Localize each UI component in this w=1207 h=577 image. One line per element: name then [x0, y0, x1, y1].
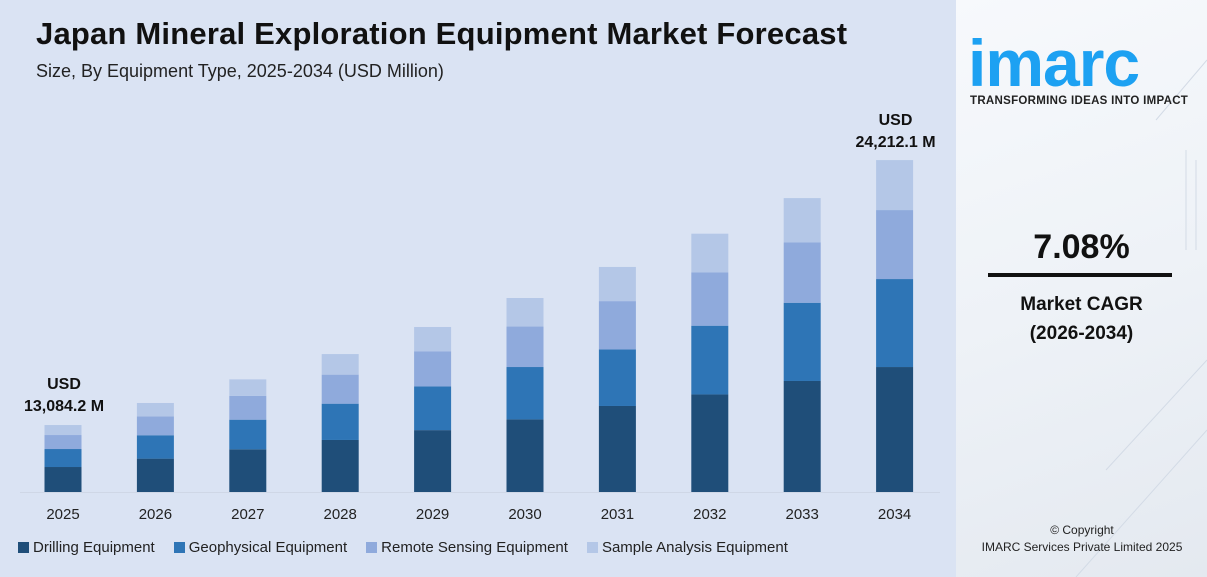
bar-segment-2029-geophysical-equipment [414, 386, 452, 431]
x-tick-label: 2025 [46, 506, 79, 523]
bar-segment-2033-drilling-equipment [783, 380, 821, 492]
legend-item-geophysical: Geophysical Equipment [173, 539, 348, 556]
bar-segment-2028-sample-analysis-equipment [321, 354, 359, 375]
bar-segment-2025-drilling-equipment [44, 467, 82, 492]
bar-segment-2025-geophysical-equipment [44, 449, 82, 468]
x-tick-label: 2033 [786, 506, 819, 523]
bar-segment-2032-geophysical-equipment [691, 325, 729, 395]
logo-tagline: TRANSFORMING IDEAS INTO IMPACT [970, 95, 1189, 107]
cagr-value: 7.08% [1033, 228, 1130, 266]
bar-segment-2027-drilling-equipment [229, 449, 267, 492]
x-tick-label: 2028 [324, 506, 357, 523]
bar-segment-2030-drilling-equipment [506, 419, 544, 492]
divider [988, 273, 1172, 277]
bar-segment-2031-remote-sensing-equipment [598, 301, 636, 350]
x-tick-label: 2031 [601, 506, 634, 523]
copyright-text: © Copyright [1050, 523, 1114, 537]
legend-swatch [586, 542, 598, 553]
bar-segment-2032-remote-sensing-equipment [691, 272, 729, 326]
annotation-currency: USD [47, 376, 81, 393]
legend-swatch [366, 542, 378, 553]
bar-segment-2029-sample-analysis-equipment [414, 326, 452, 352]
annotation-currency: USD [878, 112, 913, 129]
legend-item-drilling: Drilling Equipment [18, 539, 155, 556]
annotation-2025: USD 13,084.2 M [18, 374, 110, 418]
chart-title: Japan Mineral Exploration Equipment Mark… [36, 16, 848, 51]
bar-segment-2034-geophysical-equipment [876, 279, 914, 368]
annotation-value: 13,084.2 M [23, 398, 105, 415]
bar-segment-2028-remote-sensing-equipment [321, 374, 359, 404]
bar-segment-2025-remote-sensing-equipment [44, 435, 82, 450]
bar-segment-2027-geophysical-equipment [229, 419, 267, 450]
side-panel: imarc TRANSFORMING IDEAS INTO IMPACT 7.0… [956, 0, 1207, 577]
bar-segment-2026-remote-sensing-equipment [136, 416, 174, 436]
legend-item-remote-sensing: Remote Sensing Equipment [366, 539, 568, 556]
company-name: IMARC Services Private Limited 2025 [981, 540, 1183, 554]
legend-swatch [18, 542, 29, 553]
cagr-period: (2026-2034) [1029, 323, 1134, 344]
x-tick-label: 2032 [693, 506, 726, 523]
cagr-label: Market CAGR (2026-2034) [956, 290, 1207, 348]
chart-panel: Japan Mineral Exploration Equipment Mark… [0, 0, 956, 577]
bar-segment-2034-drilling-equipment [876, 367, 914, 492]
bar-segment-2031-sample-analysis-equipment [598, 266, 636, 302]
bar-segment-2033-geophysical-equipment [783, 302, 821, 381]
copyright: © Copyright IMARC Services Private Limit… [956, 522, 1207, 556]
bar-segment-2028-drilling-equipment [321, 439, 359, 492]
legend-label: Sample Analysis Equipment [601, 539, 788, 556]
bar-segment-2031-geophysical-equipment [598, 349, 636, 406]
x-tick-label: 2026 [139, 506, 172, 523]
bar-segment-2032-drilling-equipment [691, 394, 729, 492]
background-decoration [1075, 59, 1207, 577]
bar-segment-2033-remote-sensing-equipment [783, 242, 821, 303]
bar-segment-2034-sample-analysis-equipment [876, 160, 914, 211]
bar-segment-2026-geophysical-equipment [136, 435, 174, 459]
bar-segment-2032-sample-analysis-equipment [691, 233, 729, 273]
legend-label: Geophysical Equipment [188, 539, 348, 556]
x-tick-label: 2027 [231, 506, 264, 523]
bar-segment-2034-remote-sensing-equipment [876, 210, 914, 280]
bar-segment-2031-drilling-equipment [598, 405, 636, 492]
bar-segment-2030-remote-sensing-equipment [506, 326, 544, 368]
x-tick-label: 2034 [878, 506, 911, 523]
bar-segment-2027-sample-analysis-equipment [229, 379, 267, 396]
cagr-label-text: Market CAGR [1020, 294, 1143, 315]
bar-segment-2026-drilling-equipment [136, 458, 174, 492]
bar-segment-2029-drilling-equipment [414, 430, 452, 492]
bar-segment-2026-sample-analysis-equipment [136, 402, 174, 417]
bar-segment-2030-geophysical-equipment [506, 367, 544, 420]
bar-segment-2029-remote-sensing-equipment [414, 351, 452, 387]
legend-label: Drilling Equipment [33, 539, 155, 556]
imarc-logo: imarc [968, 26, 1140, 100]
x-tick-label: 2030 [508, 506, 541, 523]
annotation-2034: USD 24,212.1 M [848, 110, 943, 154]
stacked-bar-chart: 2025 2026 2027 2028 2029 2030 2031 2032 2033 2034 [20, 160, 940, 523]
chart-subtitle: Size, By Equipment Type, 2025-2034 (USD … [36, 61, 444, 81]
bar-segment-2025-sample-analysis-equipment [44, 425, 82, 436]
legend-swatch [173, 542, 185, 553]
bar-segment-2028-geophysical-equipment [321, 403, 359, 440]
x-tick-label: 2029 [416, 506, 449, 523]
bar-segment-2033-sample-analysis-equipment [783, 198, 821, 243]
legend-label: Remote Sensing Equipment [381, 539, 568, 556]
legend: Drilling Equipment Geophysical Equipment… [18, 539, 807, 556]
legend-item-sample-analysis: Sample Analysis Equipment [586, 539, 788, 556]
bar-segment-2027-remote-sensing-equipment [229, 395, 267, 420]
bar-segment-2030-sample-analysis-equipment [506, 297, 544, 327]
annotation-value: 24,212.1 M [855, 134, 936, 151]
